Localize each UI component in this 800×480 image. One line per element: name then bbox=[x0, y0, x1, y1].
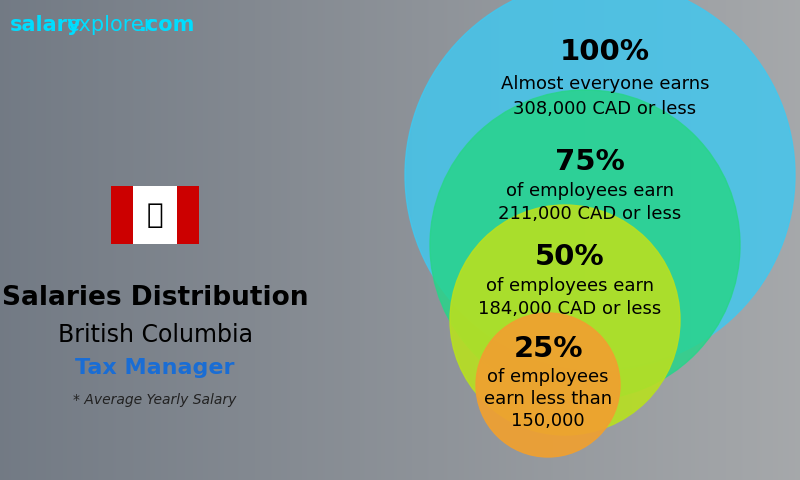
Text: 150,000: 150,000 bbox=[511, 412, 585, 430]
Circle shape bbox=[450, 205, 680, 435]
Text: 308,000 CAD or less: 308,000 CAD or less bbox=[514, 100, 697, 118]
Text: .com: .com bbox=[139, 15, 195, 35]
Text: 75%: 75% bbox=[555, 148, 625, 176]
Circle shape bbox=[405, 0, 795, 370]
Text: explorer: explorer bbox=[67, 15, 154, 35]
FancyBboxPatch shape bbox=[111, 186, 133, 244]
Text: Tax Manager: Tax Manager bbox=[75, 358, 234, 378]
Text: earn less than: earn less than bbox=[484, 390, 612, 408]
Text: Salaries Distribution: Salaries Distribution bbox=[2, 285, 308, 311]
Circle shape bbox=[476, 313, 620, 457]
Text: 50%: 50% bbox=[535, 243, 605, 271]
FancyBboxPatch shape bbox=[111, 186, 199, 244]
Text: 🍁: 🍁 bbox=[146, 201, 163, 229]
Text: British Columbia: British Columbia bbox=[58, 323, 253, 347]
Text: of employees: of employees bbox=[487, 368, 609, 386]
Text: of employees earn: of employees earn bbox=[486, 277, 654, 295]
Text: of employees earn: of employees earn bbox=[506, 182, 674, 200]
Text: 100%: 100% bbox=[560, 38, 650, 66]
Text: 184,000 CAD or less: 184,000 CAD or less bbox=[478, 300, 662, 318]
Text: 211,000 CAD or less: 211,000 CAD or less bbox=[498, 205, 682, 223]
FancyBboxPatch shape bbox=[177, 186, 199, 244]
Text: salary: salary bbox=[10, 15, 82, 35]
Text: 25%: 25% bbox=[514, 335, 582, 363]
Text: Almost everyone earns: Almost everyone earns bbox=[501, 75, 710, 93]
Text: * Average Yearly Salary: * Average Yearly Salary bbox=[74, 393, 237, 407]
Circle shape bbox=[430, 90, 740, 400]
